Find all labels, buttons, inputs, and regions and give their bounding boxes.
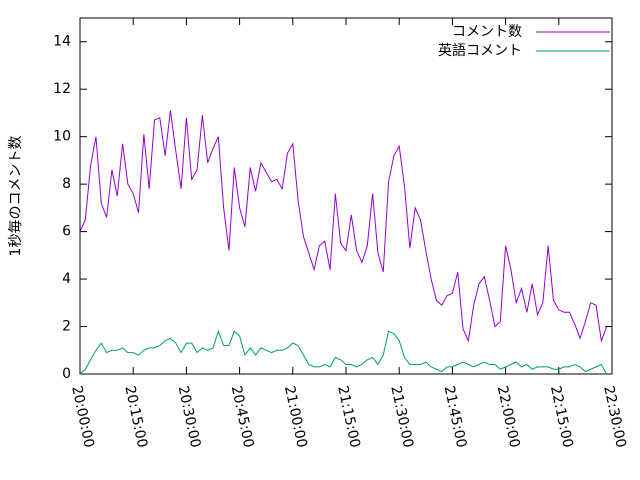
x-tick-label: 20:30:00	[175, 384, 204, 449]
legend-label: コメント数	[452, 24, 522, 40]
x-tick-label: 22:30:00	[600, 384, 629, 449]
legend-label: 英語コメント	[438, 42, 522, 59]
x-tick-label: 21:30:00	[387, 384, 416, 449]
x-tick-label: 22:15:00	[547, 384, 576, 449]
x-tick-label: 21:45:00	[441, 384, 470, 449]
y-tick-label: 2	[62, 319, 71, 335]
x-tick-label: 20:15:00	[121, 384, 150, 449]
x-tick-label: 20:45:00	[228, 384, 257, 449]
y-tick-label: 8	[62, 176, 71, 192]
x-tick-label: 20:00:00	[68, 384, 97, 449]
series-line	[79, 110, 608, 343]
y-axis-label: 1秒毎のコメント数	[8, 136, 24, 257]
x-tick-label: 21:00:00	[281, 384, 310, 449]
x-tick-label: 21:15:00	[334, 384, 363, 449]
y-tick-label: 10	[53, 129, 71, 145]
plot-border	[79, 17, 613, 375]
x-tick-label: 22:00:00	[494, 384, 523, 449]
series-line	[79, 329, 608, 375]
y-tick-label: 0	[62, 366, 71, 382]
y-tick-label: 14	[53, 34, 71, 50]
y-tick-label: 12	[53, 81, 71, 97]
y-tick-label: 4	[62, 271, 71, 287]
y-tick-label: 6	[62, 224, 71, 240]
